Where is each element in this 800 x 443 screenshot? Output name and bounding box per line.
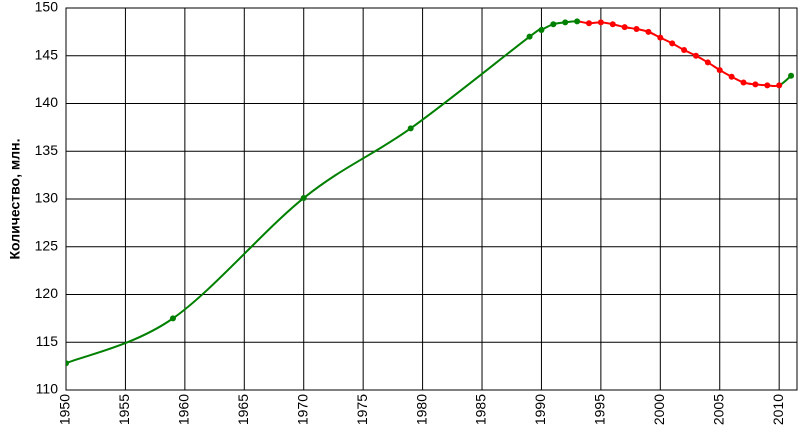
x-tick-label: 1970 bbox=[294, 394, 310, 425]
y-tick-label: 145 bbox=[35, 46, 59, 62]
point bbox=[609, 21, 616, 28]
point bbox=[681, 47, 688, 54]
x-tick-label: 1975 bbox=[354, 394, 370, 425]
point bbox=[66, 360, 69, 367]
y-tick-label: 140 bbox=[35, 94, 59, 110]
x-tick-label: 2000 bbox=[651, 394, 667, 425]
x-tick-label: 2005 bbox=[710, 394, 726, 425]
point bbox=[657, 34, 664, 41]
point bbox=[633, 26, 640, 33]
y-axis-label: Количество, млн. bbox=[7, 139, 23, 260]
y-tick-label: 120 bbox=[35, 285, 59, 301]
point bbox=[538, 26, 545, 33]
line-segment bbox=[410, 35, 531, 130]
x-tick-label: 1995 bbox=[592, 394, 608, 425]
point bbox=[526, 33, 533, 40]
point bbox=[728, 73, 735, 80]
point bbox=[585, 20, 592, 27]
x-tick-label: 1985 bbox=[473, 394, 489, 425]
point bbox=[562, 19, 569, 26]
point bbox=[621, 24, 628, 31]
x-tick-label: 1960 bbox=[176, 394, 192, 425]
point bbox=[300, 195, 307, 202]
y-tick-label: 130 bbox=[35, 190, 59, 206]
point bbox=[574, 18, 581, 25]
point bbox=[550, 21, 557, 28]
point bbox=[669, 40, 676, 47]
point bbox=[752, 81, 759, 88]
point bbox=[740, 79, 747, 86]
y-tick-label: 110 bbox=[36, 381, 59, 397]
y-tick-label: 150 bbox=[35, 0, 59, 15]
point bbox=[788, 72, 795, 79]
x-tick-label: 1990 bbox=[532, 394, 548, 425]
point bbox=[597, 19, 604, 26]
y-tick-label: 125 bbox=[35, 237, 59, 253]
line-segment bbox=[66, 317, 174, 365]
point bbox=[716, 67, 723, 74]
point bbox=[645, 28, 652, 35]
point bbox=[407, 125, 414, 132]
y-tick-label: 115 bbox=[36, 333, 59, 349]
x-tick-label: 2010 bbox=[770, 394, 786, 425]
x-tick-label: 1965 bbox=[235, 394, 251, 425]
y-tick-label: 135 bbox=[35, 142, 59, 158]
x-tick-label: 1955 bbox=[116, 394, 132, 425]
point bbox=[169, 315, 176, 322]
line-segment bbox=[172, 197, 305, 320]
point bbox=[764, 82, 771, 89]
x-tick-label: 1980 bbox=[413, 394, 429, 425]
point bbox=[704, 59, 711, 66]
point bbox=[776, 82, 783, 89]
point bbox=[692, 52, 699, 59]
x-tick-label: 1950 bbox=[57, 394, 73, 425]
line-segment bbox=[303, 127, 412, 199]
